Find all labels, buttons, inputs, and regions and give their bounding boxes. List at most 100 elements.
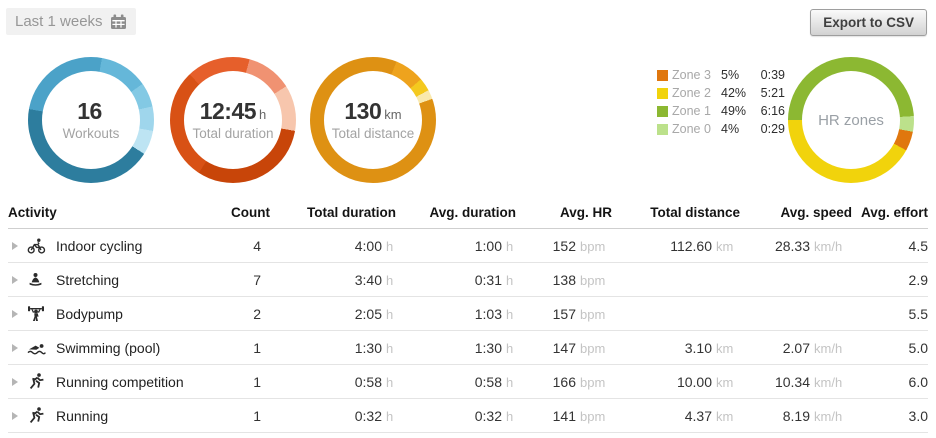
unit-label: bpm [580,306,606,322]
unit-label: km [716,374,734,390]
value: 2:05 [354,305,382,322]
activity-name: Indoor cycling [56,237,143,254]
column-header-avg-speed: Avg. speed [780,204,852,220]
unit-label: h [506,340,514,356]
unit-label: h [506,306,514,322]
value: 166 [552,373,576,390]
expand-row-arrow[interactable] [12,241,18,250]
period-selector[interactable]: Last 1 weeks [6,8,136,35]
unit-label: km/h [814,374,843,390]
cell-avg-hr: 166 bpm [516,374,612,390]
cell-activity: Running competition [8,373,204,390]
unit-label: h [386,374,394,390]
unit-label: km/h [814,238,843,254]
value: 2 [253,305,261,322]
value: 5.5 [908,305,928,322]
value: 28.33 [774,237,810,254]
activity-name: Running [56,407,109,424]
value: 1 [253,339,261,356]
cell-total-distance: 4.37 km [612,408,740,424]
cell-avg-hr: 147 bpm [516,340,612,356]
unit-label: h [506,374,514,390]
expand-row-arrow[interactable] [12,309,18,318]
unit-label: h [506,238,514,254]
hr-zones-donut: HR zones [788,57,914,183]
cell-avg-hr: 141 bpm [516,408,612,424]
cell-total-distance: 3.10 km [612,340,740,356]
swimming-pool-icon [27,339,47,356]
value: 6.0 [908,373,928,390]
expand-row-arrow[interactable] [12,275,18,284]
value: 3.0 [908,407,928,424]
cell-activity: Swimming (pool) [8,339,204,356]
unit-label: h [506,272,514,288]
hr-zones-legend: Zone 3 5% 0:39 Zone 2 42% 5:21 Zone 1 49% 6:16 Zo… [657,66,785,138]
value: 141 [552,407,576,424]
value: 112.60 [670,237,712,254]
cell-count: 1 [204,374,270,390]
activity-name: Running competition [56,373,184,390]
activity-table: Activity Count Total duration Avg. duration… [8,196,928,433]
unit-label: bpm [580,238,606,254]
cell-avg-effort: 3.0 [852,408,928,424]
expand-row-arrow[interactable] [12,377,18,386]
value: 1 [253,407,261,424]
indoor-cycling-icon [27,237,47,254]
value: 138 [552,271,576,288]
value: 157 [552,305,576,322]
cell-avg-effort: 4.5 [852,238,928,254]
zone-percent: 5% [721,68,740,82]
cell-total-duration: 0:58 h [270,374,396,390]
column-header-total-duration: Total duration [307,204,396,220]
cell-avg-speed: 8.19 km/h [740,408,852,424]
hr-zone-legend-item: Zone 1 49% 6:16 [657,102,785,120]
unit-label: h [506,408,514,424]
zone-percent: 42% [721,86,747,100]
value: 3.10 [684,339,712,356]
cell-total-duration: 4:00 h [270,238,396,254]
cell-total-duration: 0:32 h [270,408,396,424]
column-header-avg-duration: Avg. duration [429,204,517,220]
column-header-avg-effort: Avg. effort [861,204,928,220]
cell-avg-effort: 2.9 [852,272,928,288]
unit-label: bpm [580,374,606,390]
cell-activity: Running [8,407,204,424]
zone-percent: 49% [721,104,747,118]
total-duration-caption: Total duration [192,126,274,142]
value: 0:58 [474,373,502,390]
activity-name: Swimming (pool) [56,339,161,356]
cell-count: 7 [204,272,270,288]
cell-avg-duration: 1:03 h [396,306,516,322]
zone-color-swatch [657,123,668,135]
cell-avg-duration: 0:32 h [396,408,516,424]
cell-activity: Stretching [8,271,204,288]
value: 10.34 [774,373,810,390]
value: 1:30 [474,339,502,356]
value: 1:03 [474,305,502,322]
cell-avg-speed: 2.07 km/h [740,340,852,356]
export-csv-button[interactable]: Export to CSV [810,9,927,36]
value: 7 [253,271,261,288]
table-row: Bodypump 2 2:05 h 1:03 h 157 bpm 5.5 [8,297,928,331]
cell-avg-duration: 0:58 h [396,374,516,390]
table-row: Swimming (pool) 1 1:30 h 1:30 h 147 bpm 3.10 km 2.… [8,331,928,365]
value: 0:58 [354,373,382,390]
zone-color-swatch [657,69,668,81]
value: 1 [253,373,261,390]
expand-row-arrow[interactable] [12,343,18,352]
value: 4 [253,237,261,254]
cell-avg-hr: 157 bpm [516,306,612,322]
hr-zone-legend-item: Zone 3 5% 0:39 [657,66,785,84]
unit-label: km [716,340,734,356]
value: 1:30 [354,339,382,356]
total-distance-donut: 130 km Total distance [310,57,436,183]
cell-avg-duration: 1:00 h [396,238,516,254]
total-duration-value: 12:45 [199,97,257,124]
stretching-icon [27,271,47,288]
table-row: Running 1 0:32 h 0:32 h 141 bpm 4.37 km 8.19 km/h 3.… [8,399,928,433]
hr-zones-caption: HR zones [818,111,884,129]
value: 10.00 [676,373,712,390]
total-distance-caption: Total distance [331,126,415,142]
unit-label: km [716,408,734,424]
expand-row-arrow[interactable] [12,411,18,420]
